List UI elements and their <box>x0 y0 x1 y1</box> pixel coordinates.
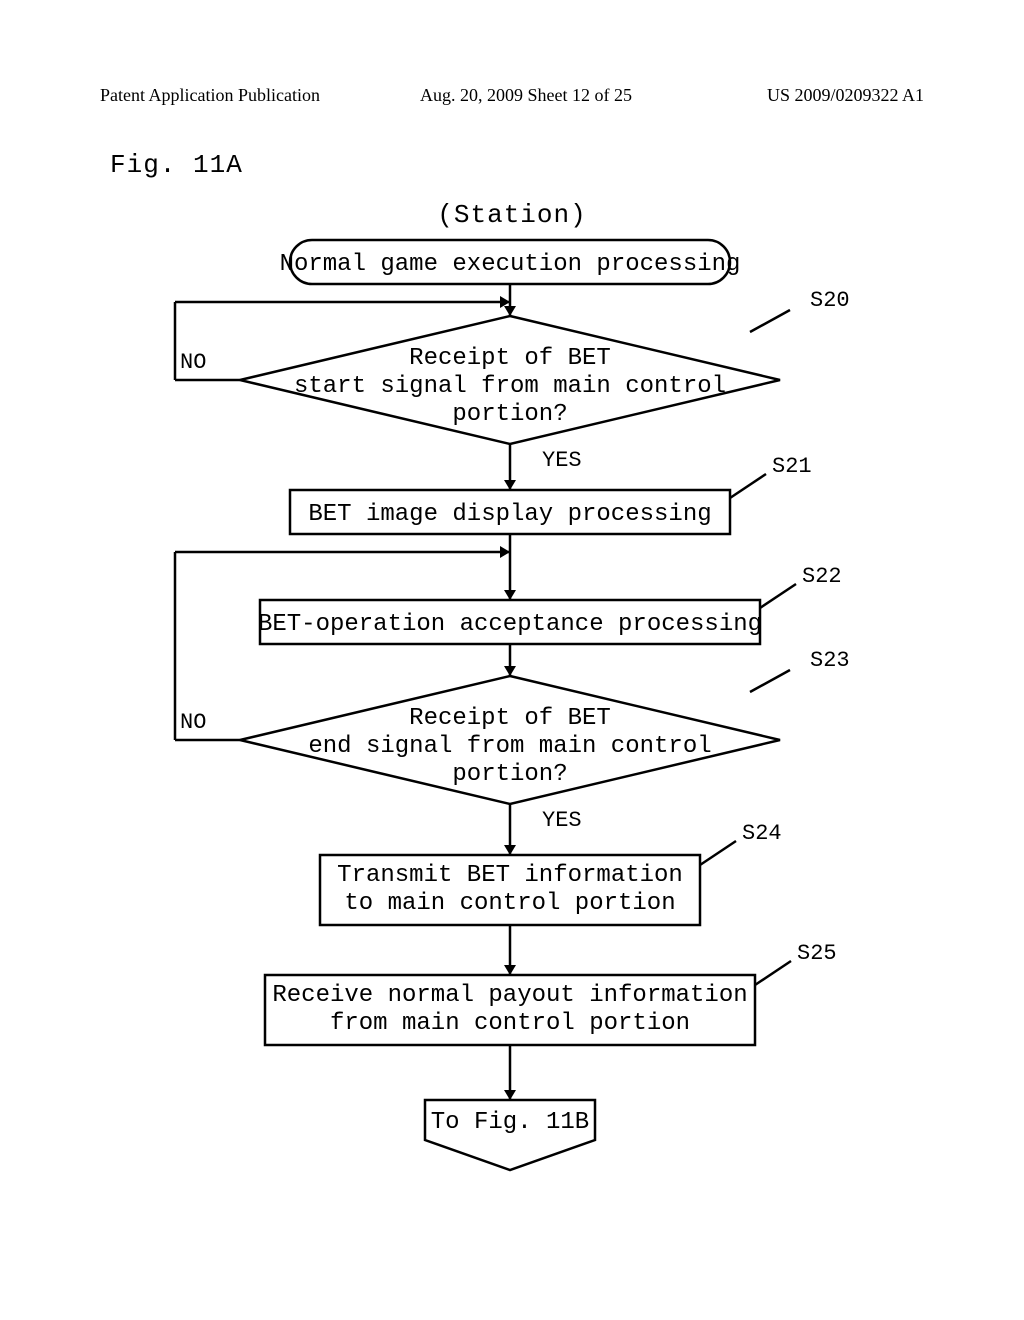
svg-text:BET image display processing: BET image display processing <box>308 501 711 528</box>
svg-text:YES: YES <box>542 808 582 833</box>
flowchart: Normal game execution processing Receipt … <box>0 0 1024 1320</box>
svg-text:Normal game execution processi: Normal game execution processing <box>280 251 741 278</box>
svg-text:start signal from main control: start signal from main control <box>294 373 726 400</box>
svg-text:portion?: portion? <box>452 401 567 428</box>
svg-text:YES: YES <box>542 448 582 473</box>
svg-text:S24: S24 <box>742 821 782 846</box>
svg-text:NO: NO <box>180 710 206 735</box>
svg-text:Receive normal payout informat: Receive normal payout information <box>272 982 747 1009</box>
svg-text:S23: S23 <box>810 648 850 673</box>
svg-text:S25: S25 <box>797 941 837 966</box>
svg-text:BET-operation acceptance proce: BET-operation acceptance processing <box>258 611 762 638</box>
svg-text:Receipt of BET: Receipt of BET <box>409 705 611 732</box>
svg-text:Receipt of BET: Receipt of BET <box>409 345 611 372</box>
svg-text:To Fig. 11B: To Fig. 11B <box>431 1109 589 1136</box>
svg-text:S21: S21 <box>772 454 812 479</box>
svg-text:S22: S22 <box>802 564 842 589</box>
svg-text:NO: NO <box>180 350 206 375</box>
svg-text:to main control portion: to main control portion <box>344 890 675 917</box>
svg-text:from main control portion: from main control portion <box>330 1010 690 1037</box>
svg-text:Transmit BET information: Transmit BET information <box>337 862 683 889</box>
svg-text:portion?: portion? <box>452 761 567 788</box>
svg-text:end signal from main control: end signal from main control <box>308 733 711 760</box>
svg-text:S20: S20 <box>810 288 850 313</box>
